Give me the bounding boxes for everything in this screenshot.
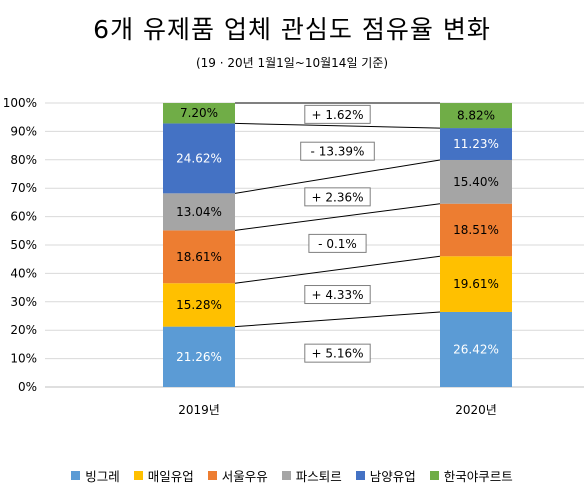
bar-segment [440, 103, 512, 129]
legend-item: 한국야쿠르트 [429, 466, 513, 485]
annotation-box [304, 285, 371, 305]
chart-subtitle: (19 · 20년 1월1일~10월14일 기준) [195, 56, 389, 70]
data-label: 19.61% [453, 277, 499, 291]
connector-line [234, 311, 441, 328]
legend-label: 남양유업 [369, 469, 416, 484]
bar-segment [440, 159, 512, 204]
legend-item: 파스퇴르 [281, 466, 342, 485]
legend-swatch [355, 471, 365, 480]
y-tick-label: 0% [18, 380, 37, 394]
annotation-box [300, 141, 375, 161]
y-tick-label: 50% [10, 238, 37, 252]
chart-title: 6개 유제품 업체 관심도 점유율 변화 [93, 15, 491, 44]
annotation-label: + 5.16% [312, 347, 364, 361]
connector-line [234, 122, 441, 129]
data-label: 21.26% [176, 350, 222, 364]
data-label: 13.04% [176, 205, 222, 219]
annotation-label: + 4.33% [312, 288, 364, 302]
data-label: 26.42% [453, 342, 499, 356]
annotation-label: + 2.36% [312, 190, 364, 204]
legend-item: 남양유업 [355, 466, 416, 485]
legend-swatch [429, 471, 439, 480]
bar-segment [440, 256, 512, 312]
legend-swatch [207, 471, 217, 480]
x-tick-label: 2019년 [178, 403, 220, 417]
x-tick-label: 2020년 [455, 403, 497, 417]
legend-swatch [281, 471, 291, 480]
y-tick-label: 30% [10, 295, 37, 309]
y-tick-label: 70% [10, 181, 37, 195]
annotation-box [304, 187, 371, 207]
data-label: 15.40% [453, 175, 499, 189]
bar-segment [163, 193, 235, 231]
legend-item: 서울우유 [207, 466, 268, 485]
legend-label: 매일유업 [147, 469, 194, 484]
y-tick-label: 20% [10, 323, 37, 337]
y-tick-label: 60% [10, 210, 37, 224]
annotation-label: - 13.39% [311, 145, 365, 159]
data-label: 11.23% [453, 137, 499, 151]
connector-line [234, 203, 441, 231]
legend-label: 한국야쿠르트 [443, 469, 513, 484]
y-tick-label: 10% [10, 352, 37, 366]
bar-segment [440, 203, 512, 257]
legend-swatch [133, 471, 143, 480]
connector-line [234, 159, 441, 194]
y-tick-label: 80% [10, 153, 37, 167]
bar-segment [163, 326, 235, 387]
annotation-box [304, 343, 371, 363]
bar-segment [163, 123, 235, 194]
legend-label: 서울우유 [221, 469, 268, 484]
data-label: 8.82% [457, 109, 495, 123]
legend-swatch [71, 471, 81, 480]
bar-segment [440, 128, 512, 160]
y-tick-label: 40% [10, 266, 37, 280]
data-label: 18.51% [453, 223, 499, 237]
y-tick-label: 100% [3, 96, 37, 110]
stacked-bar-chart: 0% 10% 20% 30% 40% 50% 60% 70% 80% 90% 100% 21.26% 1… [3, 96, 584, 417]
bar-segment [163, 102, 235, 124]
data-label: 7.20% [180, 106, 218, 120]
legend-label: 빙그레 [85, 469, 120, 484]
bar-segment [440, 311, 512, 387]
legend-label: 파스퇴르 [295, 469, 342, 484]
annotation-label: + 1.62% [312, 108, 364, 122]
annotation-label: - 0.1% [318, 237, 357, 251]
data-label: 15.28% [176, 298, 222, 312]
legend-item: 매일유업 [133, 466, 194, 485]
chart-legend: 빙그레 매일유업 서울우유 파스퇴르 남양유업 한국야쿠르트 [0, 466, 584, 485]
annotation-box [308, 233, 367, 253]
data-label: 18.61% [176, 250, 222, 264]
connector-line [234, 255, 441, 284]
bar-segment [163, 283, 235, 327]
y-tick-label: 90% [10, 124, 37, 138]
legend-item: 빙그레 [71, 466, 120, 485]
bar-segment [163, 230, 235, 284]
annotation-box [304, 104, 371, 124]
data-label: 24.62% [176, 151, 222, 165]
